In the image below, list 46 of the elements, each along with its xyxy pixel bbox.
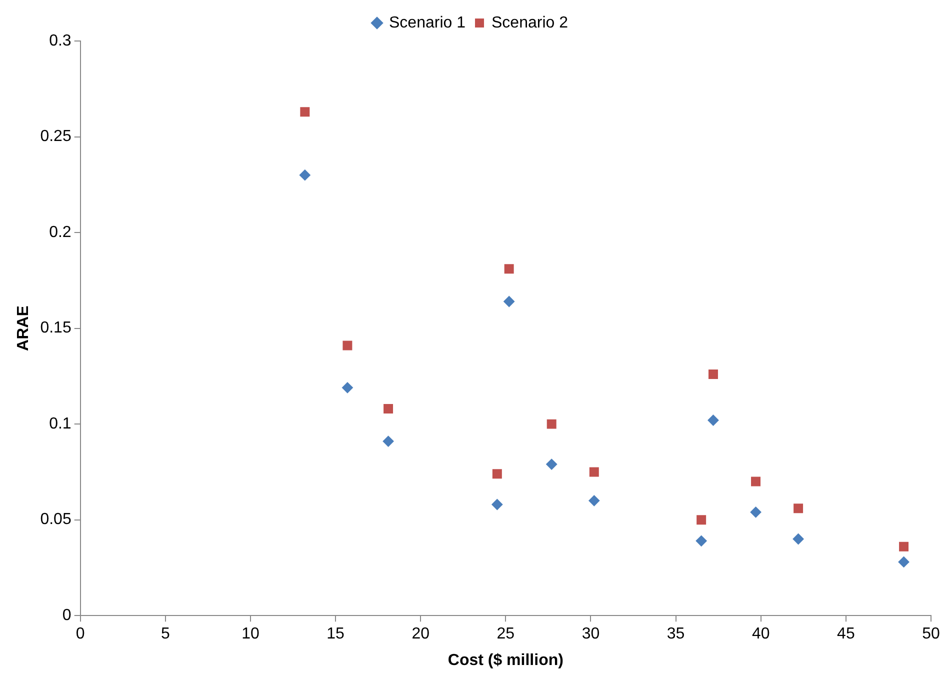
point (588, 495, 600, 506)
x-tick-label: 45 (837, 626, 855, 643)
legend-label: Scenario 1 (389, 14, 466, 32)
point (708, 370, 718, 380)
y-tick-label: 0.1 (49, 415, 72, 432)
point (504, 264, 514, 274)
point (546, 458, 558, 470)
y-tick-label: 0 (62, 607, 72, 624)
x-tick-label: 30 (582, 626, 600, 643)
point (299, 170, 310, 181)
point (751, 476, 761, 486)
point (696, 535, 707, 546)
point (342, 382, 353, 394)
point (492, 499, 503, 510)
x-tick-label: 5 (160, 626, 170, 643)
point (708, 414, 719, 426)
point (382, 436, 394, 447)
x-tick-label: 10 (242, 626, 260, 643)
y-tick-label: 0.15 (40, 320, 72, 337)
x-tick-label: 25 (496, 626, 515, 643)
x-tick-label: 0 (76, 626, 85, 643)
x-tick-label: 40 (752, 626, 770, 643)
y-axis-title: ARAE (15, 305, 32, 351)
point (750, 506, 762, 518)
point (492, 469, 502, 479)
y-tick-label: 0.2 (49, 224, 72, 241)
y-tick-label: 0.05 (40, 511, 72, 528)
point (300, 107, 310, 117)
y-tick-label: 0.3 (49, 32, 72, 50)
x-tick-label: 50 (922, 626, 940, 643)
point (504, 296, 515, 307)
x-tick-label: 15 (326, 626, 345, 643)
point (794, 504, 804, 514)
point (696, 515, 706, 525)
legend-label: Scenario 2 (492, 14, 568, 32)
point (342, 340, 352, 350)
y-tick-label: 0.25 (40, 128, 72, 146)
x-axis-title: Cost ($ million) (448, 652, 564, 669)
x-tick-label: 35 (666, 626, 685, 643)
point (384, 404, 394, 414)
x-tick-label: 20 (412, 626, 430, 643)
point (792, 533, 804, 544)
point (898, 556, 910, 568)
point (589, 467, 599, 477)
point (899, 542, 909, 552)
point (546, 419, 556, 429)
